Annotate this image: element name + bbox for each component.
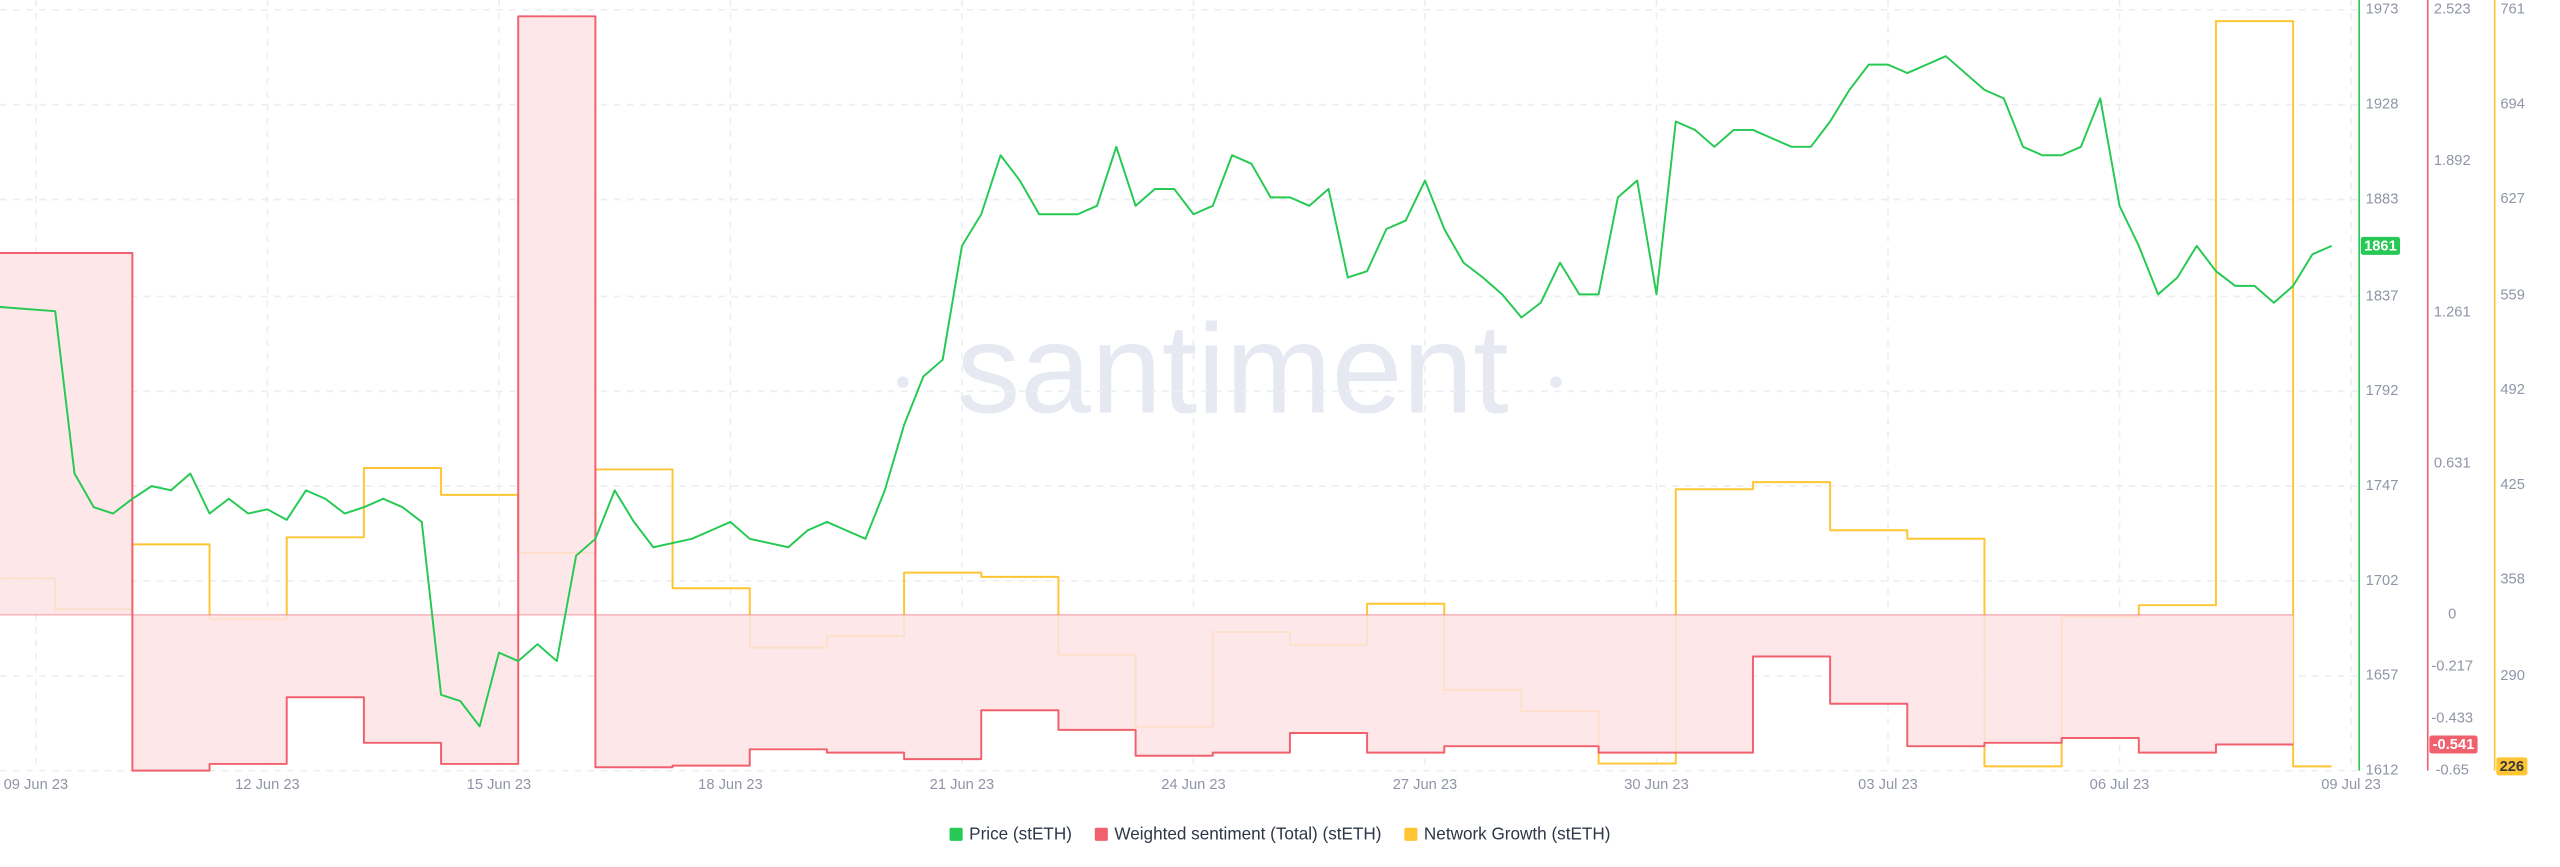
series-line bbox=[0, 55, 2333, 728]
x-tick-label: 18 Jun 23 bbox=[698, 777, 763, 793]
x-tick-label: 12 Jun 23 bbox=[235, 777, 300, 793]
y3-tick-label: 627 bbox=[2500, 191, 2525, 207]
y2-tick-label: 0 bbox=[2448, 607, 2456, 623]
x-tick-label: 09 Jul 23 bbox=[2321, 777, 2381, 793]
legend-swatch bbox=[1404, 827, 1418, 841]
x-tick-label: 27 Jun 23 bbox=[1393, 777, 1458, 793]
legend-swatch bbox=[1094, 827, 1108, 841]
x-tick-label: 21 Jun 23 bbox=[930, 777, 995, 793]
y-tick-label: 1657 bbox=[2366, 668, 2399, 684]
y2-tick-label: -0.65 bbox=[2436, 763, 2469, 779]
y2-tick-label: 1.261 bbox=[2434, 304, 2471, 320]
y3-tick-label: 290 bbox=[2500, 668, 2525, 684]
watermark-dot bbox=[897, 376, 909, 388]
y-tick-label: 1612 bbox=[2366, 763, 2399, 779]
y3-tick-label: 761 bbox=[2500, 2, 2525, 18]
x-tick-label: 06 Jul 23 bbox=[2090, 777, 2150, 793]
watermark: santiment bbox=[957, 297, 1509, 439]
series-line bbox=[0, 15, 2294, 772]
y-tick-label: 1928 bbox=[2366, 97, 2399, 113]
x-tick-label: 15 Jun 23 bbox=[467, 777, 532, 793]
y2-tick-label: -0.217 bbox=[2431, 659, 2473, 675]
y2-tick-label: -0.433 bbox=[2431, 710, 2473, 726]
value-badge bbox=[2496, 757, 2528, 776]
x-tick-label: 09 Jun 23 bbox=[4, 777, 69, 793]
y-tick-label: 1837 bbox=[2366, 288, 2399, 304]
y3-tick-label: 694 bbox=[2500, 96, 2525, 112]
x-tick-label: 03 Jul 23 bbox=[1858, 777, 1918, 793]
y2-tick-label: 0.631 bbox=[2434, 455, 2471, 471]
value-badge-label: 1861 bbox=[2364, 239, 2397, 255]
value-badge-label: -0.541 bbox=[2433, 737, 2475, 753]
x-tick-label: 30 Jun 23 bbox=[1624, 777, 1689, 793]
area bbox=[0, 16, 2294, 771]
y-tick-label: 1702 bbox=[2366, 573, 2399, 589]
y3-tick-label: 425 bbox=[2500, 477, 2525, 493]
watermark-dot bbox=[1550, 376, 1562, 388]
y2-tick-label: 2.523 bbox=[2434, 2, 2471, 18]
y-tick-label: 1973 bbox=[2366, 2, 2399, 18]
value-badge bbox=[2360, 236, 2401, 255]
value-badge bbox=[2429, 735, 2478, 754]
legend-swatch bbox=[949, 827, 963, 841]
legend-label: Network Growth (stETH) bbox=[1424, 824, 1611, 844]
y-tick-label: 1792 bbox=[2366, 383, 2399, 399]
y2-tick-label: 1.892 bbox=[2434, 153, 2471, 169]
y3-tick-label: 358 bbox=[2500, 572, 2525, 588]
value-badge-label: 226 bbox=[2500, 759, 2525, 775]
y-tick-label: 1747 bbox=[2366, 478, 2399, 494]
legend-label: Weighted sentiment (Total) (stETH) bbox=[1114, 824, 1381, 844]
x-tick-label: 24 Jun 23 bbox=[1161, 777, 1226, 793]
y3-tick-label: 559 bbox=[2500, 287, 2525, 303]
y3-tick-label: 492 bbox=[2500, 382, 2525, 398]
y-tick-label: 1883 bbox=[2366, 191, 2399, 207]
legend-label: Price (stETH) bbox=[969, 824, 1072, 844]
